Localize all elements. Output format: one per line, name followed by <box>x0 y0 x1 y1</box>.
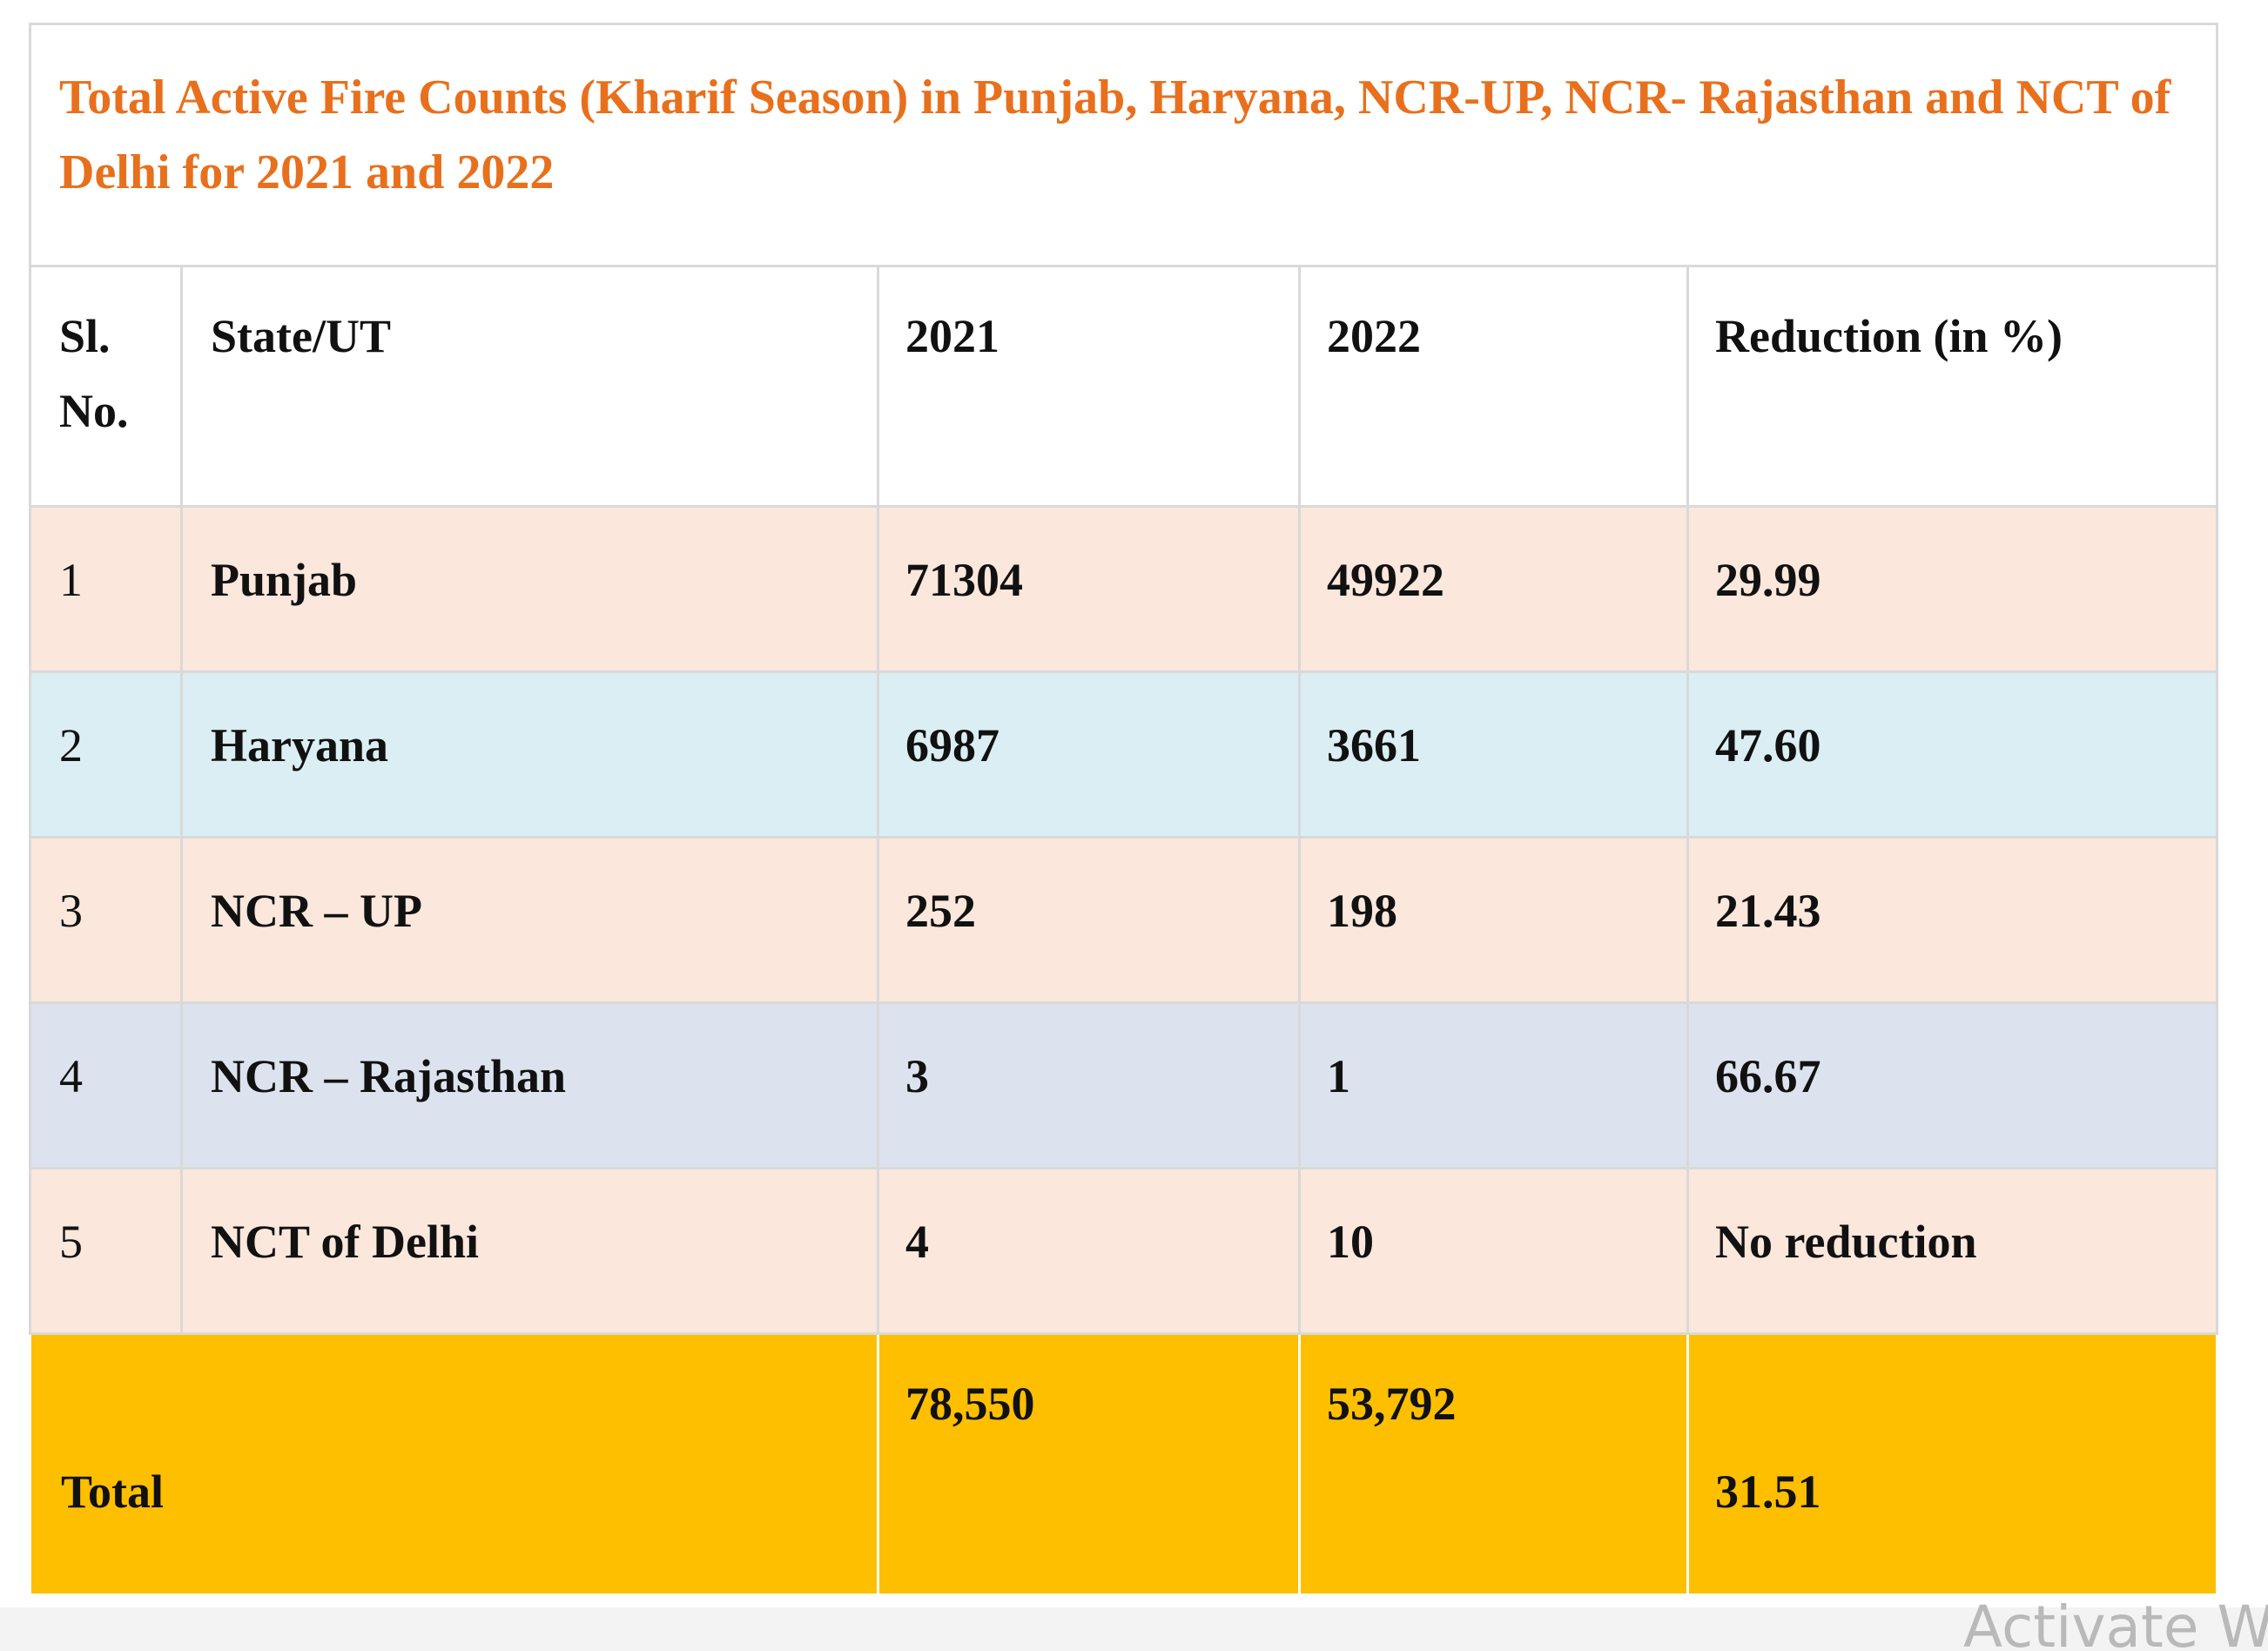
cell-2021: 71304 <box>877 505 1301 673</box>
cell-reduction: No reduction <box>1686 1167 2218 1335</box>
bottom-bar <box>0 1607 2268 1651</box>
header-year-2022: 2022 <box>1298 265 1689 508</box>
table-row: 1 Punjab 71304 49922 29.99 <box>29 505 2218 673</box>
table-header-row: Sl. No. State/UT 2021 2022 Reduction (in… <box>29 265 2218 508</box>
cell-state: NCR – Rajasthan <box>180 1001 879 1169</box>
cell-state: Punjab <box>180 505 879 673</box>
cell-state: NCT of Delhi <box>180 1167 879 1335</box>
cell-2021: 252 <box>877 836 1301 1004</box>
cell-2021: 6987 <box>877 671 1301 839</box>
cell-sl-no: 4 <box>29 1001 183 1169</box>
cell-state: Haryana <box>180 671 879 839</box>
activate-windows-watermark: Activate W <box>1963 1594 2268 1651</box>
fire-counts-table: Total Active Fire Counts (Kharif Season)… <box>29 23 2218 1596</box>
header-sl-no-label: Sl. No. <box>59 310 129 437</box>
cell-sl-no: 2 <box>29 671 183 839</box>
cell-2021: 3 <box>877 1001 1301 1169</box>
table-title-row: Total Active Fire Counts (Kharif Season)… <box>29 23 2218 267</box>
cell-sl-no: 5 <box>29 1167 183 1335</box>
cell-reduction: 21.43 <box>1686 836 2218 1004</box>
total-reduction: 31.51 <box>1686 1332 2218 1596</box>
cell-sl-no: 1 <box>29 505 183 673</box>
cell-2022: 3661 <box>1298 671 1689 839</box>
table-title: Total Active Fire Counts (Kharif Season)… <box>29 23 2218 267</box>
header-year-2021: 2021 <box>877 265 1301 508</box>
table-total-row: Total 78,550 53,792 31.51 <box>29 1332 2218 1596</box>
header-reduction: Reduction (in %) <box>1686 265 2218 508</box>
cell-2022: 198 <box>1298 836 1689 1004</box>
table-row: 2 Haryana 6987 3661 47.60 <box>29 671 2218 839</box>
cell-2022: 1 <box>1298 1001 1689 1169</box>
total-2022: 53,792 <box>1298 1332 1689 1596</box>
cell-2021: 4 <box>877 1167 1301 1335</box>
table-row: 5 NCT of Delhi 4 10 No reduction <box>29 1167 2218 1335</box>
table-row: 4 NCR – Rajasthan 3 1 66.67 <box>29 1001 2218 1169</box>
header-state-ut: State/UT <box>180 265 879 508</box>
header-sl-no: Sl. No. <box>29 265 183 508</box>
fire-counts-table-container: Total Active Fire Counts (Kharif Season)… <box>29 23 2218 1596</box>
table-row: 3 NCR – UP 252 198 21.43 <box>29 836 2218 1004</box>
cell-reduction: 29.99 <box>1686 505 2218 673</box>
cell-2022: 10 <box>1298 1167 1689 1335</box>
cell-2022: 49922 <box>1298 505 1689 673</box>
cell-reduction: 47.60 <box>1686 671 2218 839</box>
cell-reduction: 66.67 <box>1686 1001 2218 1169</box>
total-2021: 78,550 <box>877 1332 1301 1596</box>
cell-state: NCR – UP <box>180 836 879 1004</box>
cell-sl-no: 3 <box>29 836 183 1004</box>
total-label: Total <box>29 1332 879 1596</box>
